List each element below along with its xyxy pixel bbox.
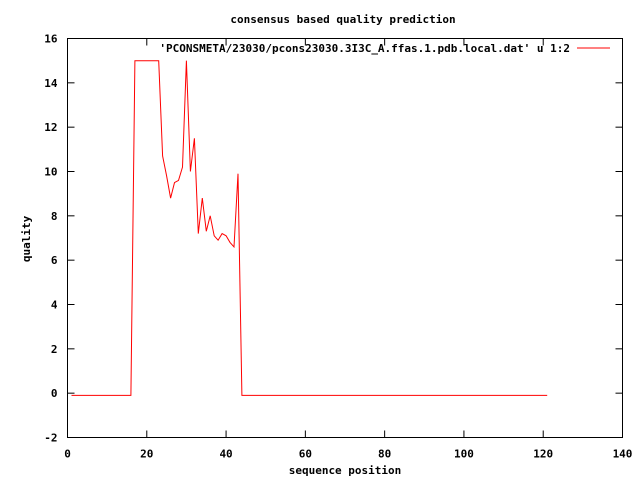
x-tick-label: 100 (454, 448, 474, 461)
y-tick-label: 10 (44, 166, 57, 179)
x-axis-label: sequence position (289, 464, 402, 477)
series-layer (71, 60, 548, 396)
y-tick-label: 2 (51, 343, 58, 356)
y-tick-label: 8 (51, 210, 58, 223)
x-tick-label: 0 (64, 448, 71, 461)
y-axis-label: quality (20, 215, 33, 262)
x-tick-label: 40 (219, 448, 232, 461)
legend-label: 'PCONSMETA/23030/pcons23030.3I3C_A.ffas.… (159, 42, 570, 55)
y-tick-label: 4 (51, 299, 58, 312)
x-tick-label: 140 (613, 448, 633, 461)
y-tick-label: 0 (51, 387, 58, 400)
y-tick-label: 12 (44, 121, 57, 134)
y-tick-label: -2 (44, 432, 57, 445)
y-tick-label: 16 (44, 33, 58, 46)
x-axis-ticks: 0 20 40 60 80 100 120 140 (64, 38, 633, 461)
y-tick-label: 6 (51, 254, 58, 267)
x-tick-label: 20 (140, 448, 153, 461)
x-tick-label: 120 (533, 448, 553, 461)
chart-title: consensus based quality prediction (230, 13, 455, 26)
x-tick-label: 60 (299, 448, 312, 461)
plot-frame (67, 38, 623, 438)
y-axis-ticks: -2 0 2 4 6 8 10 12 14 16 (44, 33, 623, 445)
y-tick-label: 14 (44, 77, 58, 90)
series-line-0 (71, 60, 548, 396)
x-tick-label: 80 (378, 448, 391, 461)
legend: 'PCONSMETA/23030/pcons23030.3I3C_A.ffas.… (159, 42, 610, 55)
